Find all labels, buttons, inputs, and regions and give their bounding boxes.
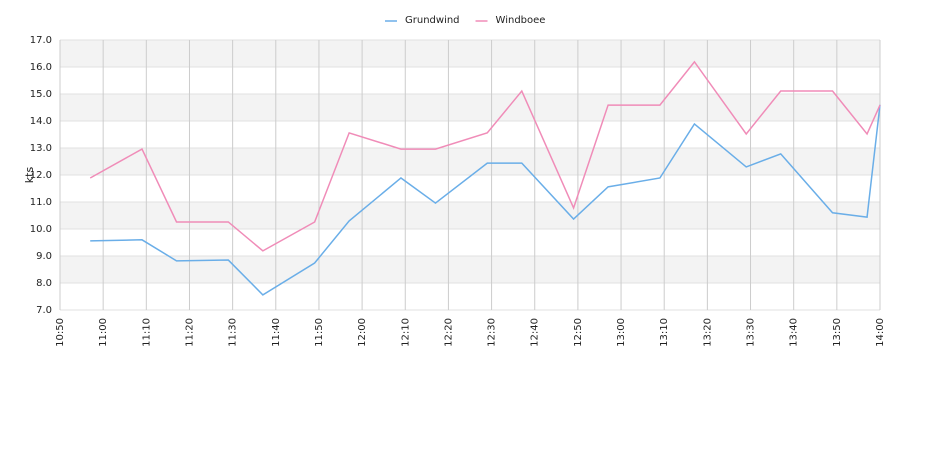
grid-band	[60, 148, 880, 175]
y-tick-label: 13.0	[30, 143, 52, 154]
y-tick-label: 8.0	[36, 278, 52, 289]
x-tick-label: 13:20	[702, 318, 713, 347]
y-tick-label: 11.0	[30, 197, 52, 208]
y-tick-label: 9.0	[36, 251, 52, 262]
x-tick-label: 12:10	[400, 318, 411, 347]
x-tick-label: 12:20	[443, 318, 454, 347]
x-tick-label: 11:30	[228, 318, 239, 347]
y-tick-label: 15.0	[30, 89, 52, 100]
x-tick-label: 11:20	[184, 318, 195, 347]
grid-band	[60, 94, 880, 121]
x-tick-label: 11:10	[141, 318, 152, 347]
grid-band	[60, 202, 880, 229]
x-tick-label: 13:50	[832, 318, 843, 347]
x-tick-label: 11:00	[98, 318, 109, 347]
x-tick-label: 12:30	[487, 318, 498, 347]
x-tick-label: 13:40	[789, 318, 800, 347]
y-tick-label: 12.0	[30, 170, 52, 181]
x-tick-label: 13:30	[746, 318, 757, 347]
x-tick-label: 14:00	[875, 318, 886, 347]
y-axis-label: kts	[23, 167, 36, 184]
x-tick-label: 13:00	[616, 318, 627, 347]
y-tick-label: 17.0	[30, 35, 52, 46]
legend-label: Windboee	[496, 15, 546, 26]
legend-label: Grundwind	[405, 15, 460, 26]
x-tick-label: 12:00	[357, 318, 368, 347]
x-tick-label: 12:40	[530, 318, 541, 347]
x-tick-label: 11:40	[271, 318, 282, 347]
grid-band	[60, 40, 880, 67]
x-tick-label: 11:50	[314, 318, 325, 347]
x-tick-label: 13:10	[659, 318, 670, 347]
y-tick-label: 14.0	[30, 116, 52, 127]
y-tick-label: 16.0	[30, 62, 52, 73]
line	[90, 104, 881, 296]
y-tick-label: 7.0	[36, 305, 52, 316]
x-tick-label: 12:50	[573, 318, 584, 347]
line	[89, 60, 881, 252]
x-tick-label: 10:50	[55, 318, 66, 347]
y-tick-label: 10.0	[30, 224, 52, 235]
